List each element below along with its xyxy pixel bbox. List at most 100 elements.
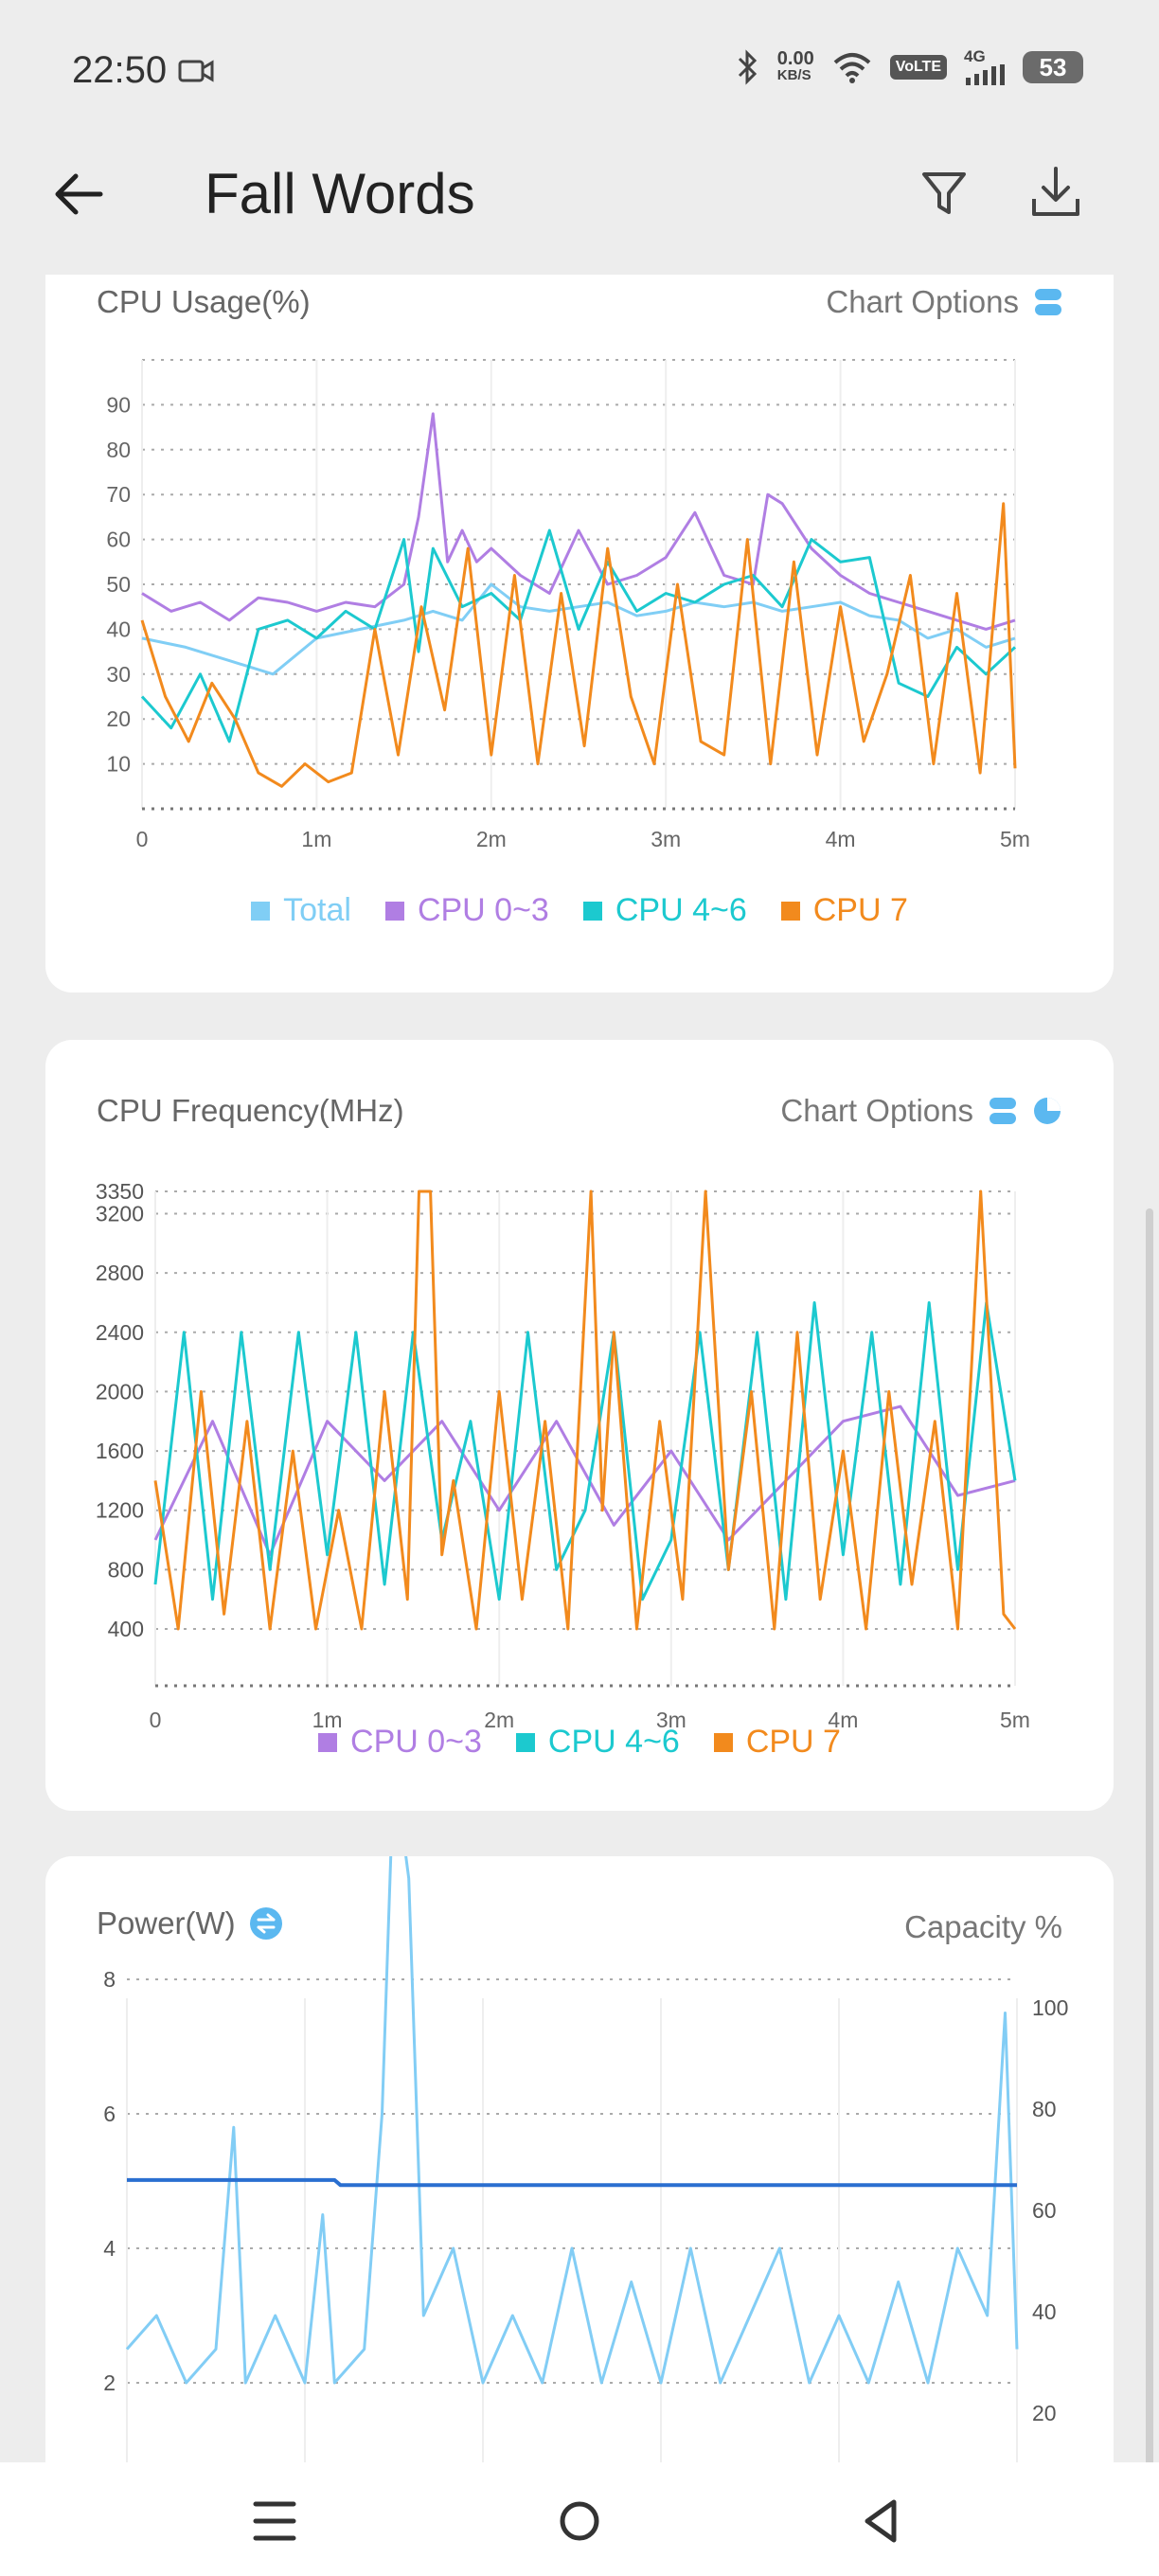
- signal-bars-icon: [966, 64, 1005, 85]
- volte-badge: VoLTE: [889, 55, 947, 80]
- x-tick-label: 5m: [1000, 1708, 1030, 1732]
- legend-item[interactable]: CPU 0~3: [384, 892, 549, 929]
- legend-item[interactable]: CPU 0~3: [318, 1724, 482, 1761]
- status-time: 22:50: [72, 49, 168, 91]
- signal-type: 4G: [964, 47, 986, 65]
- battery-icon: 53: [1023, 51, 1083, 83]
- y-tick-label: 40: [106, 617, 131, 641]
- series-line-power: [125, 1856, 1019, 2385]
- y-tick-label: 400: [108, 1617, 144, 1641]
- y-tick-label-left: 6: [103, 2102, 116, 2126]
- power-chart: 246810121420406080100: [91, 1856, 1068, 2462]
- cpu-usage-options[interactable]: Chart Options: [826, 284, 1062, 320]
- swap-icon[interactable]: [249, 1906, 283, 1941]
- power-card: Power(W) Capacity % 24681012142040608010…: [45, 1856, 1114, 2462]
- toggle-list-icon[interactable]: [1034, 287, 1062, 317]
- legend-item[interactable]: CPU 4~6: [515, 1724, 680, 1761]
- arrow-left-icon[interactable]: [47, 161, 114, 227]
- x-tick-label: 0: [136, 827, 149, 851]
- legend-label: CPU 7: [745, 1724, 841, 1760]
- legend-swatch: [713, 1732, 733, 1752]
- x-tick-label: 3m: [651, 827, 681, 851]
- cpu-usage-chart: 10 20 30 40 50 60 70 80 90 0 1m 2m 3m 4m 5m: [106, 359, 1030, 851]
- page-title: Fall Words: [205, 162, 475, 225]
- y-tick-label: 800: [108, 1557, 144, 1582]
- legend-item[interactable]: CPU 7: [780, 892, 908, 929]
- y-tick-label: 3200: [96, 1201, 144, 1225]
- y-tick-label-right: 60: [1032, 2198, 1057, 2223]
- series-line-capacity: [127, 2177, 1017, 2188]
- y-tick-label-right: 80: [1032, 2097, 1057, 2121]
- cpu-frequency-legend: CPU 0~3 CPU 4~6 CPU 7: [45, 1724, 1114, 1761]
- legend-label: CPU 4~6: [547, 1724, 680, 1760]
- y-tick-label: 20: [106, 707, 131, 731]
- chart-options-label: Chart Options: [826, 284, 1019, 319]
- legend-label: CPU 0~3: [350, 1724, 482, 1760]
- y-tick-label: 2400: [96, 1320, 144, 1345]
- cpu-usage-legend: Total CPU 0~3 CPU 4~6 CPU 7: [45, 892, 1114, 929]
- y-tick-label-left: 10: [91, 1856, 116, 1857]
- y-tick-label: 80: [106, 438, 131, 462]
- y-tick-label: 1200: [96, 1498, 144, 1523]
- legend-swatch: [582, 901, 602, 921]
- legend-swatch: [384, 901, 404, 921]
- toggle-list-icon[interactable]: [989, 1096, 1017, 1126]
- net-speed-unit: KB/S: [776, 67, 811, 83]
- y-tick-label-right: 40: [1032, 2299, 1057, 2324]
- net-speed-value: 0.00: [776, 48, 814, 69]
- net-speed: 0.00 KB/S: [776, 48, 814, 84]
- scrollbar[interactable]: [1146, 1208, 1153, 2468]
- series-line-cpu46: [140, 528, 1017, 743]
- x-tick-label: 4m: [828, 1708, 858, 1732]
- content-scroll[interactable]: CPU Usage(%) Chart Options 10 20 30 40 50 60 7…: [0, 275, 1159, 2462]
- menu-icon[interactable]: [237, 2483, 312, 2559]
- status-icons: 0.00 KB/S VoLTE 4G 53: [736, 47, 1083, 85]
- y-tick-label: 50: [106, 572, 131, 597]
- pie-chart-icon[interactable]: [1032, 1096, 1062, 1126]
- back-triangle-icon[interactable]: [843, 2483, 918, 2559]
- cpu-frequency-options[interactable]: Chart Options: [780, 1093, 1062, 1129]
- y-tick-label: 2800: [96, 1261, 144, 1285]
- wifi-icon: [833, 53, 871, 83]
- legend-label: CPU 7: [812, 892, 908, 928]
- screen-record-icon: [178, 59, 214, 82]
- cpu-usage-card: CPU Usage(%) Chart Options 10 20 30 40 50 60 7…: [45, 275, 1114, 993]
- series-line-cpu7: [153, 1190, 1017, 1631]
- app-bar: Fall Words: [0, 142, 1159, 275]
- navigation-bar: [0, 2462, 1159, 2576]
- filter-icon[interactable]: [911, 159, 977, 225]
- y-tick-label-right: 20: [1032, 2401, 1057, 2425]
- y-tick-label-left: 2: [103, 2370, 116, 2395]
- y-tick-label: 90: [106, 392, 131, 417]
- series-line-cpu03: [141, 412, 1016, 631]
- bluetooth-icon: [738, 49, 757, 85]
- x-tick-label: 2m: [476, 827, 507, 851]
- y-tick-label: 1600: [96, 1439, 144, 1463]
- legend-label: Total: [283, 892, 351, 928]
- y-tick-label-left: 4: [103, 2236, 116, 2261]
- x-tick-label: 0: [150, 1708, 162, 1732]
- legend-label: CPU 0~3: [417, 892, 549, 928]
- download-icon[interactable]: [1023, 159, 1089, 225]
- legend-item[interactable]: CPU 7: [713, 1724, 841, 1761]
- cpu-frequency-title: CPU Frequency(MHz): [97, 1093, 404, 1128]
- power-title-group: Power(W): [97, 1905, 283, 1941]
- y-tick-label: 30: [106, 662, 131, 687]
- home-circle-icon[interactable]: [542, 2483, 617, 2559]
- legend-item[interactable]: Total: [251, 892, 351, 929]
- x-tick-label: 3m: [656, 1708, 686, 1732]
- y-tick-label: 2000: [96, 1379, 144, 1404]
- legend-swatch: [318, 1732, 338, 1752]
- legend-swatch: [515, 1732, 535, 1752]
- cell-signal: 4G: [964, 47, 1006, 85]
- series-line-cpu46: [153, 1301, 1017, 1601]
- x-tick-label: 2m: [484, 1708, 514, 1732]
- x-tick-label: 1m: [312, 1708, 343, 1732]
- x-tick-label: 4m: [826, 827, 856, 851]
- clock-group: 22:50: [72, 49, 214, 92]
- battery-level: 53: [1039, 52, 1067, 81]
- series-line-cpu7: [140, 502, 1017, 788]
- x-tick-label: 5m: [1000, 827, 1030, 851]
- chart-options-label: Chart Options: [780, 1093, 973, 1128]
- legend-item[interactable]: CPU 4~6: [582, 892, 747, 929]
